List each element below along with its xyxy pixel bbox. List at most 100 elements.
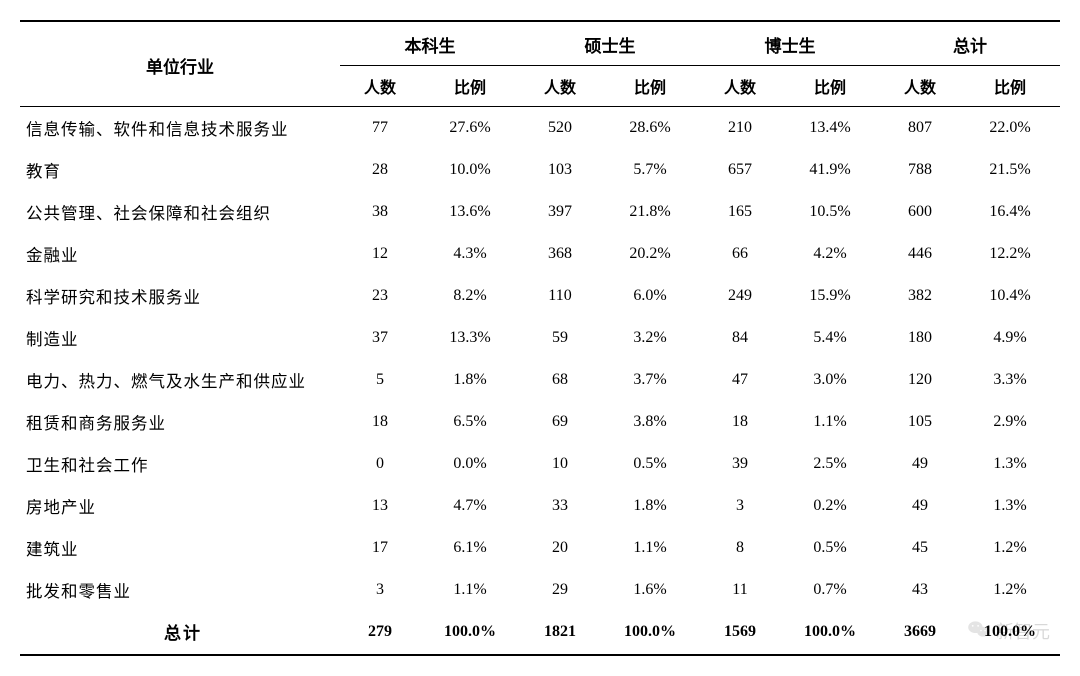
subheader-pct: 比例: [780, 66, 880, 107]
cell-d-count: 165: [700, 191, 780, 233]
cell-t-pct: 3.3%: [960, 359, 1060, 401]
table-total-row: 总计279100.0%1821100.0%1569100.0%3669100.0…: [20, 611, 1060, 655]
industry-distribution-table: 单位行业 本科生 硕士生 博士生 总计 人数 比例 人数 比例 人数 比例 人数…: [20, 20, 1060, 656]
cell-d-count: 39: [700, 443, 780, 485]
cell-d-count: 66: [700, 233, 780, 275]
table-row: 电力、热力、燃气及水生产和供应业51.8%683.7%473.0%1203.3%: [20, 359, 1060, 401]
subheader-pct: 比例: [960, 66, 1060, 107]
header-industry: 单位行业: [20, 21, 340, 107]
cell-m-count: 110: [520, 275, 600, 317]
cell-t-count: 446: [880, 233, 960, 275]
cell-b-pct: 0.0%: [420, 443, 520, 485]
cell-industry: 金融业: [20, 233, 340, 275]
cell-t-pct: 1.2%: [960, 527, 1060, 569]
cell-industry: 租赁和商务服务业: [20, 401, 340, 443]
cell-industry: 制造业: [20, 317, 340, 359]
cell-industry: 公共管理、社会保障和社会组织: [20, 191, 340, 233]
cell-b-count: 18: [340, 401, 420, 443]
header-group-doctor: 博士生: [700, 21, 880, 66]
cell-m-pct: 1.8%: [600, 485, 700, 527]
subheader-count: 人数: [700, 66, 780, 107]
cell-industry: 电力、热力、燃气及水生产和供应业: [20, 359, 340, 401]
table-row: 教育2810.0%1035.7%65741.9%78821.5%: [20, 149, 1060, 191]
cell-total-t-pct: 100.0%: [960, 611, 1060, 655]
cell-m-count: 103: [520, 149, 600, 191]
cell-t-pct: 4.9%: [960, 317, 1060, 359]
table-row: 信息传输、软件和信息技术服务业7727.6%52028.6%21013.4%80…: [20, 107, 1060, 150]
table-row: 公共管理、社会保障和社会组织3813.6%39721.8%16510.5%600…: [20, 191, 1060, 233]
subheader-count: 人数: [880, 66, 960, 107]
cell-d-count: 18: [700, 401, 780, 443]
cell-total-t-count: 3669: [880, 611, 960, 655]
cell-total-m-pct: 100.0%: [600, 611, 700, 655]
cell-d-count: 210: [700, 107, 780, 150]
cell-t-pct: 2.9%: [960, 401, 1060, 443]
table-row: 卫生和社会工作00.0%100.5%392.5%491.3%: [20, 443, 1060, 485]
cell-d-count: 47: [700, 359, 780, 401]
cell-d-count: 3: [700, 485, 780, 527]
header-group-master: 硕士生: [520, 21, 700, 66]
subheader-count: 人数: [340, 66, 420, 107]
table-row: 批发和零售业31.1%291.6%110.7%431.2%: [20, 569, 1060, 611]
cell-b-count: 5: [340, 359, 420, 401]
data-table: 单位行业 本科生 硕士生 博士生 总计 人数 比例 人数 比例 人数 比例 人数…: [20, 20, 1060, 656]
header-group-undergrad: 本科生: [340, 21, 520, 66]
cell-b-pct: 4.7%: [420, 485, 520, 527]
cell-t-pct: 10.4%: [960, 275, 1060, 317]
cell-b-pct: 4.3%: [420, 233, 520, 275]
cell-d-pct: 1.1%: [780, 401, 880, 443]
cell-m-pct: 6.0%: [600, 275, 700, 317]
cell-total-d-count: 1569: [700, 611, 780, 655]
cell-t-count: 807: [880, 107, 960, 150]
cell-t-pct: 1.2%: [960, 569, 1060, 611]
cell-t-count: 600: [880, 191, 960, 233]
table-row: 租赁和商务服务业186.5%693.8%181.1%1052.9%: [20, 401, 1060, 443]
cell-d-pct: 2.5%: [780, 443, 880, 485]
cell-m-pct: 3.8%: [600, 401, 700, 443]
subheader-pct: 比例: [600, 66, 700, 107]
cell-t-count: 49: [880, 443, 960, 485]
cell-b-pct: 1.8%: [420, 359, 520, 401]
header-group-total: 总计: [880, 21, 1060, 66]
cell-m-count: 29: [520, 569, 600, 611]
cell-b-count: 77: [340, 107, 420, 150]
cell-d-pct: 15.9%: [780, 275, 880, 317]
cell-t-count: 105: [880, 401, 960, 443]
cell-b-count: 12: [340, 233, 420, 275]
cell-b-pct: 6.1%: [420, 527, 520, 569]
cell-t-pct: 1.3%: [960, 443, 1060, 485]
cell-b-count: 17: [340, 527, 420, 569]
cell-m-pct: 5.7%: [600, 149, 700, 191]
cell-d-pct: 0.7%: [780, 569, 880, 611]
cell-m-count: 10: [520, 443, 600, 485]
cell-b-pct: 6.5%: [420, 401, 520, 443]
cell-d-pct: 0.2%: [780, 485, 880, 527]
cell-m-pct: 3.7%: [600, 359, 700, 401]
cell-m-pct: 0.5%: [600, 443, 700, 485]
cell-d-count: 657: [700, 149, 780, 191]
cell-b-pct: 13.6%: [420, 191, 520, 233]
cell-d-count: 8: [700, 527, 780, 569]
cell-total-label: 总计: [20, 611, 340, 655]
cell-m-pct: 20.2%: [600, 233, 700, 275]
cell-t-pct: 21.5%: [960, 149, 1060, 191]
cell-m-count: 20: [520, 527, 600, 569]
cell-t-count: 788: [880, 149, 960, 191]
cell-industry: 房地产业: [20, 485, 340, 527]
cell-t-pct: 12.2%: [960, 233, 1060, 275]
cell-m-count: 397: [520, 191, 600, 233]
cell-m-count: 368: [520, 233, 600, 275]
cell-b-count: 23: [340, 275, 420, 317]
cell-industry: 卫生和社会工作: [20, 443, 340, 485]
cell-t-pct: 1.3%: [960, 485, 1060, 527]
cell-b-pct: 27.6%: [420, 107, 520, 150]
cell-m-pct: 3.2%: [600, 317, 700, 359]
cell-industry: 科学研究和技术服务业: [20, 275, 340, 317]
cell-t-count: 382: [880, 275, 960, 317]
cell-t-count: 120: [880, 359, 960, 401]
cell-total-b-count: 279: [340, 611, 420, 655]
cell-d-count: 249: [700, 275, 780, 317]
cell-total-d-pct: 100.0%: [780, 611, 880, 655]
cell-m-pct: 1.1%: [600, 527, 700, 569]
cell-d-pct: 10.5%: [780, 191, 880, 233]
